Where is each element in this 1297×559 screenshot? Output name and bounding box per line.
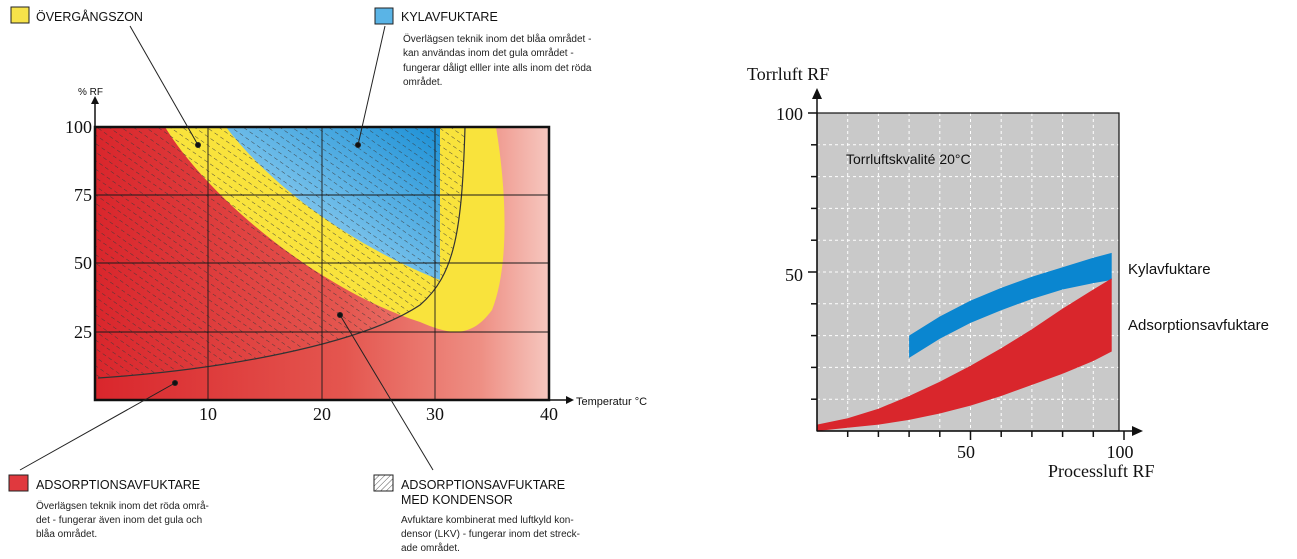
kylavfuktare-band [909,252,1112,358]
condenser-legend-title-line1: ADSORPTIONSAVFUKTARE [401,478,565,492]
adsorption-desc-line: Överlägsen teknik inom det röda områ- [36,500,209,512]
adsorption-desc-line: det - fungerar även inom det gula och [36,515,202,526]
leader-lines [19,25,434,471]
x-tick-label: 100 [1107,442,1134,462]
adsorption-legend-swatch [8,474,29,492]
y-tick-label: 100 [65,117,92,137]
adsorption-desc-line: blåa området. [36,528,97,540]
left-y-axis-label: % RF [78,87,103,98]
right-chart: Torrluft RF Processluft RF Torrluftskval… [747,64,1269,481]
kylavfuktare-series-label: Kylavfuktare [1128,261,1211,278]
x-tick-label: 30 [426,404,444,424]
left-grid [95,127,549,400]
left-x-axis-label: Temperatur °C [576,396,647,408]
y-tick-label: 100 [776,104,803,124]
y-tick-label: 50 [74,253,92,273]
adsorption-leader-line [19,382,176,471]
cooling-legend-description: Överlägsen teknik inom det blåa området … [403,33,592,88]
left-chart: ÖVERGÅNGSZON KYLAVFUKTARE Överlägsen tek… [8,6,647,554]
cooling-leader-dot [355,142,361,148]
x-axis-arrow-icon [1132,426,1143,436]
adsorption-legend-title: ADSORPTIONSAVFUKTARE [36,478,200,492]
condenser-legend-swatch [373,474,394,492]
x-tick-label: 50 [957,442,975,462]
condenser-legend-description: Avfuktare kombinerat med luftkyld kon- d… [401,515,580,554]
cooling-desc-line: fungerar dåligt elller inte alls inom de… [403,62,592,74]
y-tick-label: 25 [74,322,92,342]
left-x-tick-labels: 10 20 30 40 [199,404,558,424]
x-tick-label: 10 [199,404,217,424]
cooling-leader-line [357,25,386,146]
condenser-desc-line: ade området. [401,542,460,554]
x-tick-label: 40 [540,404,558,424]
cooling-legend-title: KYLAVFUKTARE [401,10,498,24]
adsorption-leader-dot [172,380,178,386]
cooling-desc-line: Överlägsen teknik inom det blåa området … [403,33,591,45]
right-bands [817,252,1112,431]
condenser-leader-line [339,314,434,471]
transition-leader-line [129,25,199,146]
condenser-desc-line: Avfuktare kombinerat med luftkyld kon- [401,515,574,526]
transition-leader-dot [195,142,201,148]
condenser-boundary-line [97,127,466,379]
cooling-desc-line: kan användas inom det gula området - [403,47,574,59]
y-tick-label: 50 [785,265,803,285]
adsorptionsavfuktare-series-label: Adsorptionsavfuktare [1128,317,1269,334]
adsorptionsavfuktare-band [817,278,1112,431]
x-tick-label: 20 [313,404,331,424]
right-y-axis-label: Torrluft RF [747,64,829,84]
x-axis-arrow-icon [566,396,574,404]
y-axis-arrow-icon [812,88,822,99]
right-ticks [808,88,1143,440]
adsorption-legend-description: Överlägsen teknik inom det röda områ- de… [36,500,209,540]
left-y-tick-labels: 100 75 50 25 [65,117,92,342]
transition-legend-swatch [10,6,30,24]
y-tick-label: 75 [74,185,92,205]
condenser-desc-line: densor (LKV) - fungerar inom det streck- [401,529,580,540]
right-chart-title: Torrluftskvalité 20°C [846,151,971,167]
condenser-legend-title-line2: MED KONDENSOR [401,493,513,507]
y-axis-arrow-icon [91,96,99,104]
right-x-axis-label: Processluft RF [1048,461,1155,481]
transition-legend-title: ÖVERGÅNGSZON [36,9,143,24]
condenser-leader-dot [337,312,343,318]
cooling-legend-swatch [374,7,394,25]
cooling-desc-line: området. [403,76,442,88]
